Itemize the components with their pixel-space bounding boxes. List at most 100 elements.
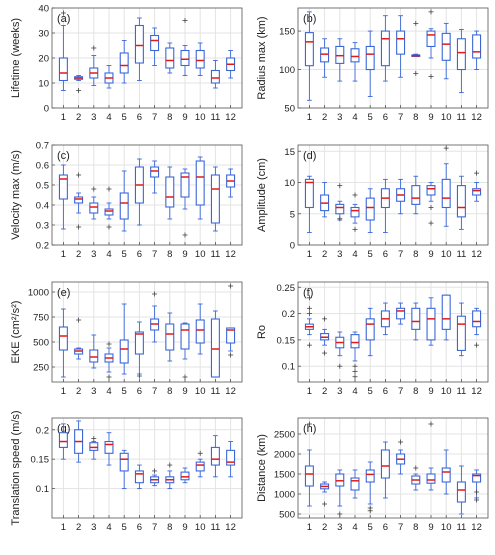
x-tick-label: 4 (106, 386, 111, 397)
box-2 (74, 317, 84, 360)
y-tick-label: 2000 (274, 450, 295, 461)
y-axis-label: Ro (256, 325, 268, 339)
y-tick-label: 20 (38, 54, 49, 65)
box-body (58, 174, 68, 200)
y-tick-label: 0.7 (36, 141, 49, 152)
box-4 (350, 469, 360, 499)
x-tick-label: 10 (441, 522, 452, 533)
box-12 (472, 170, 482, 202)
box-3 (335, 38, 345, 82)
y-tick-label: 30 (38, 29, 49, 40)
box-8 (165, 312, 175, 362)
box-11 (456, 302, 466, 357)
box-11 (210, 166, 220, 232)
box-12 (226, 50, 236, 79)
x-tick-label: 11 (210, 112, 220, 123)
x-tick-label: 11 (210, 386, 220, 397)
x-tick-label: 12 (225, 522, 236, 533)
y-axis-label: Radius max (km) (256, 16, 268, 99)
box-9 (180, 168, 190, 238)
box-10 (441, 294, 451, 341)
plot-frame (297, 281, 489, 383)
box-body (441, 178, 451, 209)
y-tick-label: 500 (33, 338, 49, 349)
box-body (180, 49, 190, 67)
x-tick-label: 9 (428, 522, 433, 533)
y-tick-label: 0.1 (282, 362, 295, 373)
plot-frame (297, 144, 489, 246)
x-tick-label: 9 (182, 522, 187, 533)
box-8 (411, 302, 421, 341)
box-body (104, 208, 114, 216)
box-body (150, 34, 160, 52)
x-tick-label: 2 (322, 249, 327, 260)
box-5 (119, 449, 129, 490)
x-tick-label: 4 (352, 386, 357, 397)
x-tick-label: 10 (195, 249, 206, 260)
box-body (304, 465, 314, 487)
box-11 (456, 175, 466, 230)
x-tick-label: 10 (195, 112, 206, 123)
x-tick-label: 2 (322, 112, 327, 123)
x-tick-label: 8 (413, 386, 418, 397)
box-body (226, 327, 236, 344)
box-body (304, 32, 314, 67)
x-tick-label: 2 (76, 386, 81, 397)
y-tick-label: 150 (279, 27, 295, 38)
x-tick-label: 8 (167, 386, 172, 397)
box-6 (380, 441, 390, 499)
x-tick-label: 3 (337, 249, 342, 260)
panel-3: 0.20.30.40.50.60.71 2 3 4 5 6 7 8 9 10 11 12Velocit… (10, 141, 243, 260)
box-body (365, 469, 375, 483)
box-4 (104, 341, 114, 380)
box-body (134, 24, 144, 64)
x-tick-label: 5 (122, 249, 127, 260)
box-6 (134, 464, 144, 490)
x-tick-label: 5 (122, 386, 127, 397)
y-tick-label: 5 (290, 209, 295, 220)
box-1 (304, 295, 314, 348)
box-body (195, 461, 205, 472)
panel-label: (h) (303, 423, 316, 435)
y-tick-label: 0.25 (277, 283, 296, 294)
x-tick-label: 7 (398, 386, 403, 397)
box-body (104, 440, 114, 454)
box-body (180, 471, 190, 481)
x-tick-label: 10 (195, 522, 206, 533)
y-tick-label: 750 (33, 313, 49, 324)
box-body (226, 449, 236, 466)
box-body (134, 470, 144, 484)
x-tick-label: 5 (368, 522, 373, 533)
y-tick-label: 0.15 (31, 455, 50, 466)
x-tick-label: 7 (398, 112, 403, 123)
x-tick-label: 9 (428, 112, 433, 123)
box-10 (441, 145, 451, 227)
box-12 (226, 168, 236, 198)
box-1 (304, 421, 314, 507)
panel-label: (a) (57, 13, 70, 25)
box-6 (380, 15, 390, 82)
box-1 (58, 423, 68, 460)
x-tick-label: 11 (210, 249, 220, 260)
x-tick-label: 5 (368, 386, 373, 397)
box-body (456, 315, 466, 351)
x-tick-label: 7 (152, 112, 157, 123)
y-tick-label: 0 (290, 241, 295, 252)
box-6 (134, 321, 144, 379)
box-body (426, 473, 436, 484)
x-tick-label: 11 (210, 522, 220, 533)
x-tick-label: 2 (76, 522, 81, 533)
x-tick-label: 11 (456, 112, 466, 123)
box-5 (365, 461, 375, 514)
x-tick-label: 12 (225, 249, 236, 260)
x-tick-label: 6 (137, 112, 142, 123)
y-tick-label: 0.2 (36, 241, 49, 252)
box-body (426, 30, 436, 48)
x-tick-label: 8 (167, 249, 172, 260)
box-body (411, 185, 421, 205)
box-1 (304, 175, 314, 233)
box-8 (165, 462, 175, 490)
plot-frame (297, 7, 489, 109)
box-11 (210, 60, 220, 89)
x-tick-label: 9 (182, 112, 187, 123)
